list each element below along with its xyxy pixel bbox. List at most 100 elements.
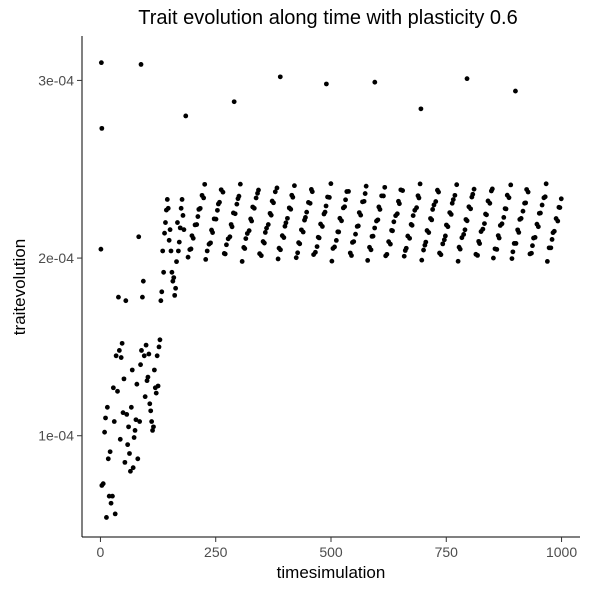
data-point — [490, 187, 495, 192]
data-point — [397, 201, 402, 206]
data-point — [423, 240, 428, 245]
data-point — [224, 242, 229, 247]
data-point — [238, 182, 243, 187]
data-point — [165, 197, 170, 202]
data-point — [101, 481, 106, 486]
data-point — [215, 208, 220, 213]
data-point — [143, 394, 148, 399]
data-point — [106, 456, 111, 461]
data-point — [254, 196, 259, 201]
data-point — [256, 188, 261, 193]
data-point — [174, 259, 179, 264]
data-point — [177, 240, 182, 245]
data-point — [105, 405, 110, 410]
data-point — [315, 244, 320, 249]
data-point — [372, 80, 377, 85]
data-point — [138, 362, 143, 367]
data-point — [391, 219, 396, 224]
data-point — [461, 232, 466, 237]
data-point — [127, 451, 132, 456]
data-point — [472, 187, 477, 192]
data-point — [310, 189, 315, 194]
data-point — [158, 298, 163, 303]
data-point — [169, 249, 174, 254]
data-point — [533, 235, 538, 240]
data-point — [123, 298, 128, 303]
data-point — [217, 200, 222, 205]
data-point — [158, 337, 163, 342]
data-point — [328, 181, 333, 186]
data-point — [419, 106, 424, 111]
data-point — [223, 252, 228, 257]
data-point — [519, 216, 524, 221]
data-point — [194, 222, 199, 227]
data-point — [463, 227, 468, 232]
data-point — [465, 218, 470, 223]
data-point — [382, 185, 387, 190]
data-point — [142, 353, 147, 358]
data-point — [99, 126, 104, 131]
data-point — [228, 234, 233, 239]
data-point — [249, 219, 254, 224]
data-point — [410, 223, 415, 228]
data-point — [168, 227, 173, 232]
data-point — [159, 289, 164, 294]
data-point — [417, 196, 422, 201]
data-point — [179, 206, 184, 211]
data-point — [327, 195, 332, 200]
data-point — [364, 184, 369, 189]
data-point — [400, 188, 405, 193]
data-point — [501, 215, 506, 220]
data-point — [152, 368, 157, 373]
data-point — [494, 247, 499, 252]
data-point — [508, 183, 513, 188]
data-point — [475, 253, 480, 258]
data-point — [332, 245, 337, 250]
data-point — [166, 206, 171, 211]
data-point — [504, 206, 509, 211]
data-point — [214, 217, 219, 222]
data-point — [288, 207, 293, 212]
data-point — [155, 353, 160, 358]
data-point — [363, 191, 368, 196]
data-point — [336, 230, 341, 235]
data-point — [109, 501, 114, 506]
data-point — [530, 243, 535, 248]
data-point — [507, 195, 512, 200]
data-point — [108, 449, 113, 454]
data-point — [543, 194, 548, 199]
data-point — [175, 220, 180, 225]
y-tick-label: 2e-04 — [38, 250, 74, 266]
data-point — [154, 391, 159, 396]
data-point — [544, 181, 549, 186]
data-point — [104, 515, 109, 520]
data-point — [526, 190, 531, 195]
data-point — [456, 259, 461, 264]
data-point — [221, 190, 226, 195]
data-point — [468, 206, 473, 211]
data-point — [540, 203, 545, 208]
data-point — [358, 213, 363, 218]
data-point — [513, 89, 518, 94]
data-point — [139, 62, 144, 67]
data-point — [183, 114, 188, 119]
data-point — [421, 248, 426, 253]
data-point — [449, 212, 454, 217]
data-point — [538, 211, 543, 216]
data-point — [252, 206, 257, 211]
y-axis-label: traitevolution — [10, 239, 29, 335]
data-point — [385, 252, 390, 257]
data-point — [131, 465, 136, 470]
data-point — [484, 212, 489, 217]
data-point — [480, 227, 485, 232]
data-point — [482, 221, 487, 226]
data-point — [135, 456, 140, 461]
data-point — [510, 249, 515, 254]
data-point — [237, 194, 242, 199]
data-point — [208, 240, 213, 245]
data-point — [418, 182, 423, 187]
data-point — [186, 255, 191, 260]
data-point — [271, 200, 276, 205]
data-point — [402, 254, 407, 259]
